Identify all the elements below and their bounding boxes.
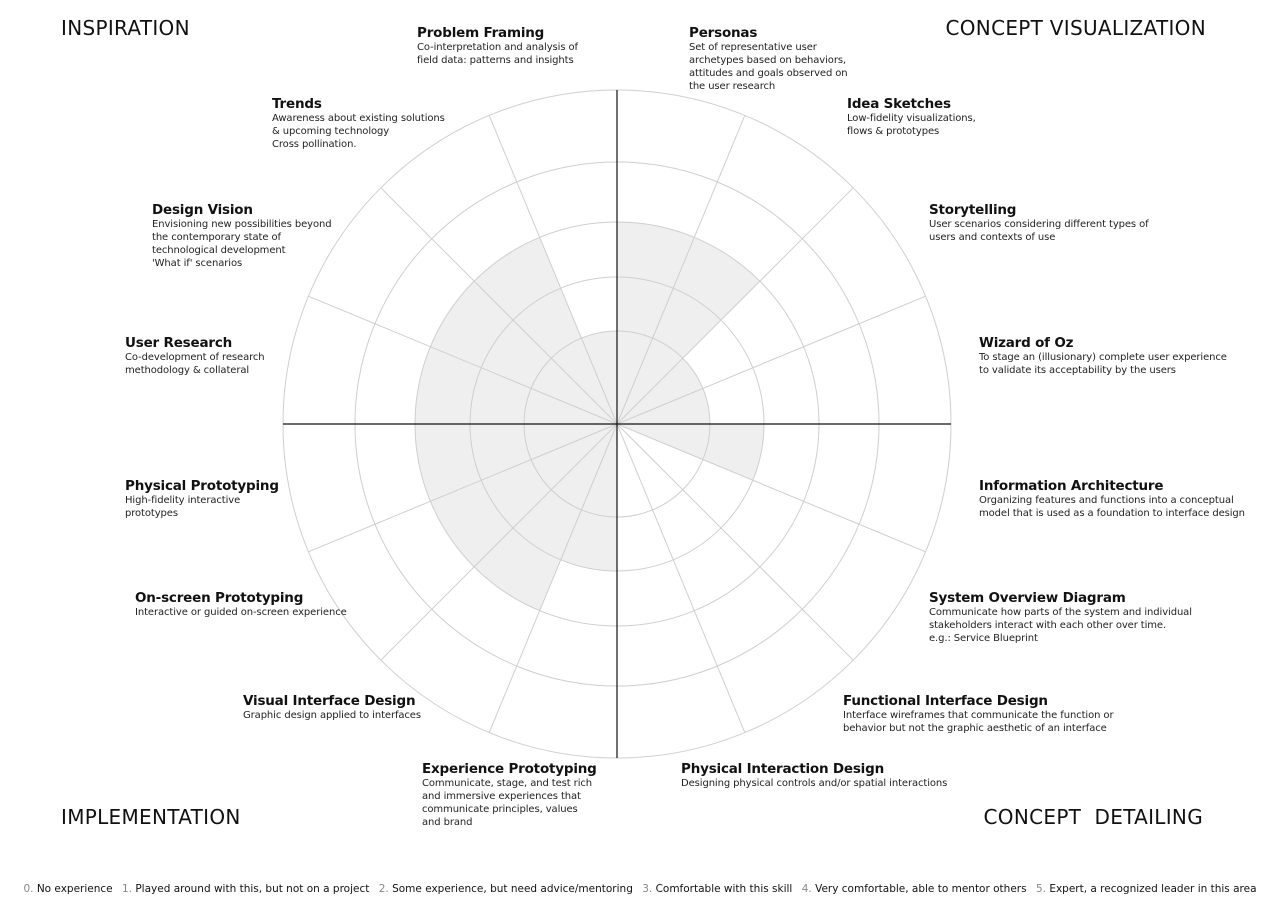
legend-item: 4. Very comfortable, able to mentor othe… [802, 883, 1027, 895]
skill-level-sector-idea-sketches [617, 237, 760, 424]
skill-description: Communicate, stage, and test rich and im… [422, 778, 593, 828]
quadrant-title-concept-detailing: CONCEPT DETAILING [983, 805, 1203, 829]
skill-description: Organizing features and functions into a… [979, 495, 1245, 519]
skill-title: Visual Interface Design [243, 693, 416, 709]
skill-description: Co-development of research methodology &… [125, 352, 265, 376]
legend-level-text: No experience [36, 883, 113, 895]
skill-physical-prototyping: Physical Prototyping High-fidelity inter… [125, 478, 425, 520]
skill-user-research: User Research Co-development of research… [125, 335, 425, 377]
skill-storytelling: Storytelling User scenarios considering … [929, 202, 1229, 244]
skill-description: To stage an (illusionary) complete user … [979, 352, 1227, 376]
quadrant-title-concept-visualization: CONCEPT VISUALIZATION [945, 16, 1206, 40]
legend-level-number: 3. [642, 883, 653, 895]
legend-level-number: 4. [801, 883, 812, 895]
skill-idea-sketches: Idea Sketches Low-fidelity visualization… [847, 96, 1147, 138]
skill-description: Graphic design applied to interfaces [243, 710, 421, 721]
skill-title: Idea Sketches [847, 96, 951, 112]
skill-level-sector-personas [617, 222, 695, 424]
skill-title: System Overview Diagram [929, 590, 1126, 606]
legend-item: 2. Some experience, but need advice/ment… [379, 883, 633, 895]
sector-spoke [488, 423, 618, 733]
quadrant-title-inspiration: INSPIRATION [61, 16, 190, 40]
sector-spoke [616, 295, 926, 425]
sector-spoke [380, 423, 618, 661]
skill-experience-prototyping: Experience Prototyping Communicate, stag… [422, 761, 722, 829]
skill-title: User Research [125, 335, 233, 351]
skill-level-sector-experience-prototyping [560, 424, 617, 571]
quadrant-title-implementation: IMPLEMENTATION [61, 805, 241, 829]
skill-title: Storytelling [929, 202, 1017, 218]
skill-description: Designing physical controls and/or spati… [681, 778, 948, 789]
skill-title: Information Architecture [979, 478, 1164, 494]
skill-title: Wizard of Oz [979, 335, 1074, 351]
skill-level-sector-problem-framing [581, 331, 617, 424]
legend-item: 3. Comfortable with this skill [642, 883, 792, 895]
skill-level-sector-user-research [415, 346, 617, 424]
skill-title: Functional Interface Design [843, 693, 1048, 709]
legend-item: 0. No experience [23, 883, 112, 895]
skill-description: Co-interpretation and analysis of field … [417, 42, 578, 66]
skill-design-vision: Design Vision Envisioning new possibilit… [152, 202, 452, 270]
skill-description: Awareness about existing solutions & upc… [272, 113, 445, 150]
skill-trends: Trends Awareness about existing solution… [272, 96, 572, 151]
skill-on-screen-prototyping: On-screen Prototyping Interactive or gui… [135, 590, 435, 619]
legend-level-text: Some experience, but need advice/mentori… [392, 883, 633, 895]
skill-functional-interface-design: Functional Interface Design Interface wi… [843, 693, 1143, 735]
sector-spoke [616, 115, 746, 425]
skill-title: Personas [689, 25, 758, 41]
skill-system-overview-diagram: System Overview Diagram Communicate how … [929, 590, 1229, 645]
skill-level-sector-trends [474, 237, 617, 424]
skill-level-sector-information-architecture [617, 424, 764, 481]
legend-level-text: Played around with this, but not on a pr… [135, 883, 370, 895]
skill-title: Physical Prototyping [125, 478, 279, 494]
skill-description: Low-fidelity visualizations, flows & pro… [847, 113, 976, 137]
legend-level-number: 1. [121, 883, 132, 895]
sector-spoke [308, 295, 618, 425]
skill-description: High-fidelity interactive prototypes [125, 495, 241, 519]
skill-level-sector-design-vision [430, 281, 617, 424]
legend-level-number: 5. [1035, 883, 1046, 895]
skill-title: Design Vision [152, 202, 253, 218]
skill-description: Interface wireframes that communicate th… [843, 710, 1114, 734]
skill-title: Experience Prototyping [422, 761, 597, 777]
legend-level-number: 0. [23, 883, 34, 895]
legend-level-text: Comfortable with this skill [655, 883, 793, 895]
skill-description: Communicate how parts of the system and … [929, 607, 1192, 644]
skill-level-sector-storytelling [617, 358, 703, 424]
skill-visual-interface-design: Visual Interface Design Graphic design a… [243, 693, 543, 722]
skill-problem-framing: Problem Framing Co-interpretation and an… [417, 25, 717, 67]
sector-spoke [616, 423, 746, 733]
legend-item: 5. Expert, a recognized leader in this a… [1036, 883, 1257, 895]
skill-level-sector-visual-interface-design [474, 424, 617, 611]
skill-description: Envisioning new possibilities beyond the… [152, 219, 332, 269]
skill-personas: Personas Set of representative user arch… [689, 25, 989, 93]
legend-level-text: Expert, a recognized leader in this area [1049, 883, 1257, 895]
skill-title: On-screen Prototyping [135, 590, 304, 606]
skill-level-sector-physical-prototyping [415, 424, 617, 502]
skill-level-legend: 0. No experience 1. Played around with t… [0, 883, 1280, 895]
skill-level-sector-wizard-of-oz [617, 388, 710, 424]
sector-spoke [616, 423, 926, 553]
skill-information-architecture: Information Architecture Organizing feat… [979, 478, 1279, 520]
skill-description: Interactive or guided on-screen experien… [135, 607, 347, 618]
skill-title: Trends [272, 96, 322, 112]
legend-level-number: 2. [378, 883, 389, 895]
legend-level-text: Very comfortable, able to mentor others [815, 883, 1027, 895]
legend-item: 1. Played around with this, but not on a… [122, 883, 369, 895]
skill-description: User scenarios considering different typ… [929, 219, 1149, 243]
skill-description: Set of representative user archetypes ba… [689, 42, 848, 92]
skill-level-sector-on-screen-prototyping [430, 424, 617, 567]
sector-spoke [616, 423, 854, 661]
skill-physical-interaction-design: Physical Interaction Design Designing ph… [681, 761, 981, 790]
skill-title: Problem Framing [417, 25, 545, 41]
sector-spoke [380, 187, 618, 425]
skill-wizard-of-oz: Wizard of Oz To stage an (illusionary) c… [979, 335, 1279, 377]
skill-title: Physical Interaction Design [681, 761, 884, 777]
sector-spoke [308, 423, 618, 553]
sector-spoke [616, 187, 854, 425]
sector-spoke [488, 115, 618, 425]
